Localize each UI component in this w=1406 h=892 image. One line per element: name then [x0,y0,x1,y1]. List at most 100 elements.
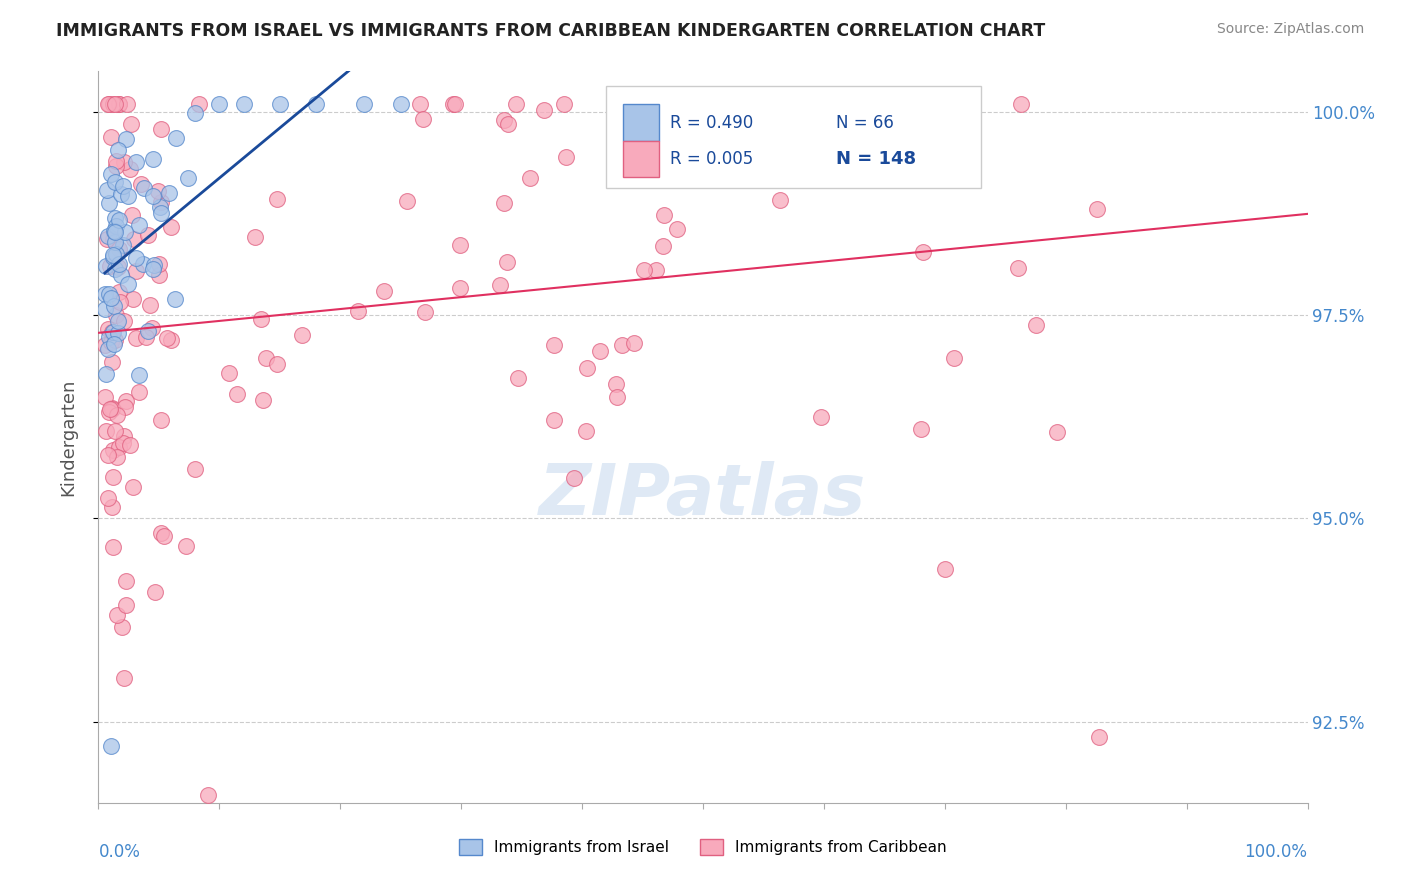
Point [101,470,124,484]
Point [124,264,146,278]
Point [101,401,124,416]
Point [125,331,148,345]
Point [936,96,959,111]
Point [108,96,131,111]
Point [633,111,655,125]
Point [97,322,120,336]
Point [163,292,186,306]
Point [94,286,117,301]
Point [98,196,121,211]
Point [104,96,127,111]
Point [103,224,125,238]
Point [347,304,370,318]
Point [104,334,127,348]
Point [543,338,565,352]
Point [141,321,163,335]
Point [562,471,585,485]
Point [150,413,173,427]
Point [98,286,121,301]
Point [117,189,139,203]
Point [107,607,129,622]
Point [100,402,122,417]
Point [769,194,792,208]
Point [449,281,471,295]
Point [412,112,434,127]
Point [157,186,180,200]
Point [269,96,291,111]
Point [120,117,142,131]
Point [496,117,519,131]
Point [100,129,122,144]
Point [606,391,628,405]
Point [644,96,666,111]
Point [254,351,277,366]
Point [100,167,122,181]
Point [519,170,541,185]
Point [97,342,120,356]
Point [122,293,145,307]
Point [101,541,124,555]
Point [103,299,125,313]
Point [884,96,907,111]
Point [232,96,254,111]
Point [252,393,274,408]
Point [389,96,412,111]
Point [103,225,125,239]
Point [128,385,150,400]
Point [149,526,172,541]
Point [112,436,135,450]
Point [101,325,124,339]
Point [633,263,655,277]
Point [94,367,117,381]
Point [107,314,129,328]
Point [142,152,165,166]
Point [101,442,124,457]
Point [101,250,124,264]
Point [910,422,932,436]
Point [740,96,762,111]
Point [443,96,465,111]
Point [97,448,120,462]
Point [96,183,118,197]
Point [107,440,129,454]
Point [441,96,464,111]
Point [108,242,131,256]
Point [107,256,129,270]
Point [115,393,138,408]
Point [149,200,172,214]
Point [103,325,125,339]
Point [543,413,565,427]
Point [610,338,633,352]
Point [576,360,599,375]
Text: IMMIGRANTS FROM ISRAEL VS IMMIGRANTS FROM CARIBBEAN KINDERGARTEN CORRELATION CHA: IMMIGRANTS FROM ISRAEL VS IMMIGRANTS FRO… [56,22,1046,40]
Point [149,206,172,220]
Point [934,562,956,576]
Point [148,257,170,271]
Point [128,368,150,383]
FancyBboxPatch shape [606,86,981,188]
Point [652,239,675,253]
Point [125,252,148,266]
Point [135,330,157,344]
Point [110,187,132,202]
Point [103,336,125,351]
Point [136,324,159,338]
Point [115,599,138,613]
Point [142,189,165,203]
Text: N = 148: N = 148 [837,150,917,168]
Point [94,390,117,404]
Point [160,220,183,235]
Point [645,263,668,277]
Point [143,584,166,599]
Point [305,96,328,111]
Point [395,194,418,208]
Point [225,387,247,401]
Point [1010,96,1032,111]
Point [187,96,209,111]
Point [97,96,120,111]
Point [156,331,179,345]
Point [492,113,515,128]
Point [138,228,160,243]
Point [589,343,612,358]
Point [104,153,127,168]
